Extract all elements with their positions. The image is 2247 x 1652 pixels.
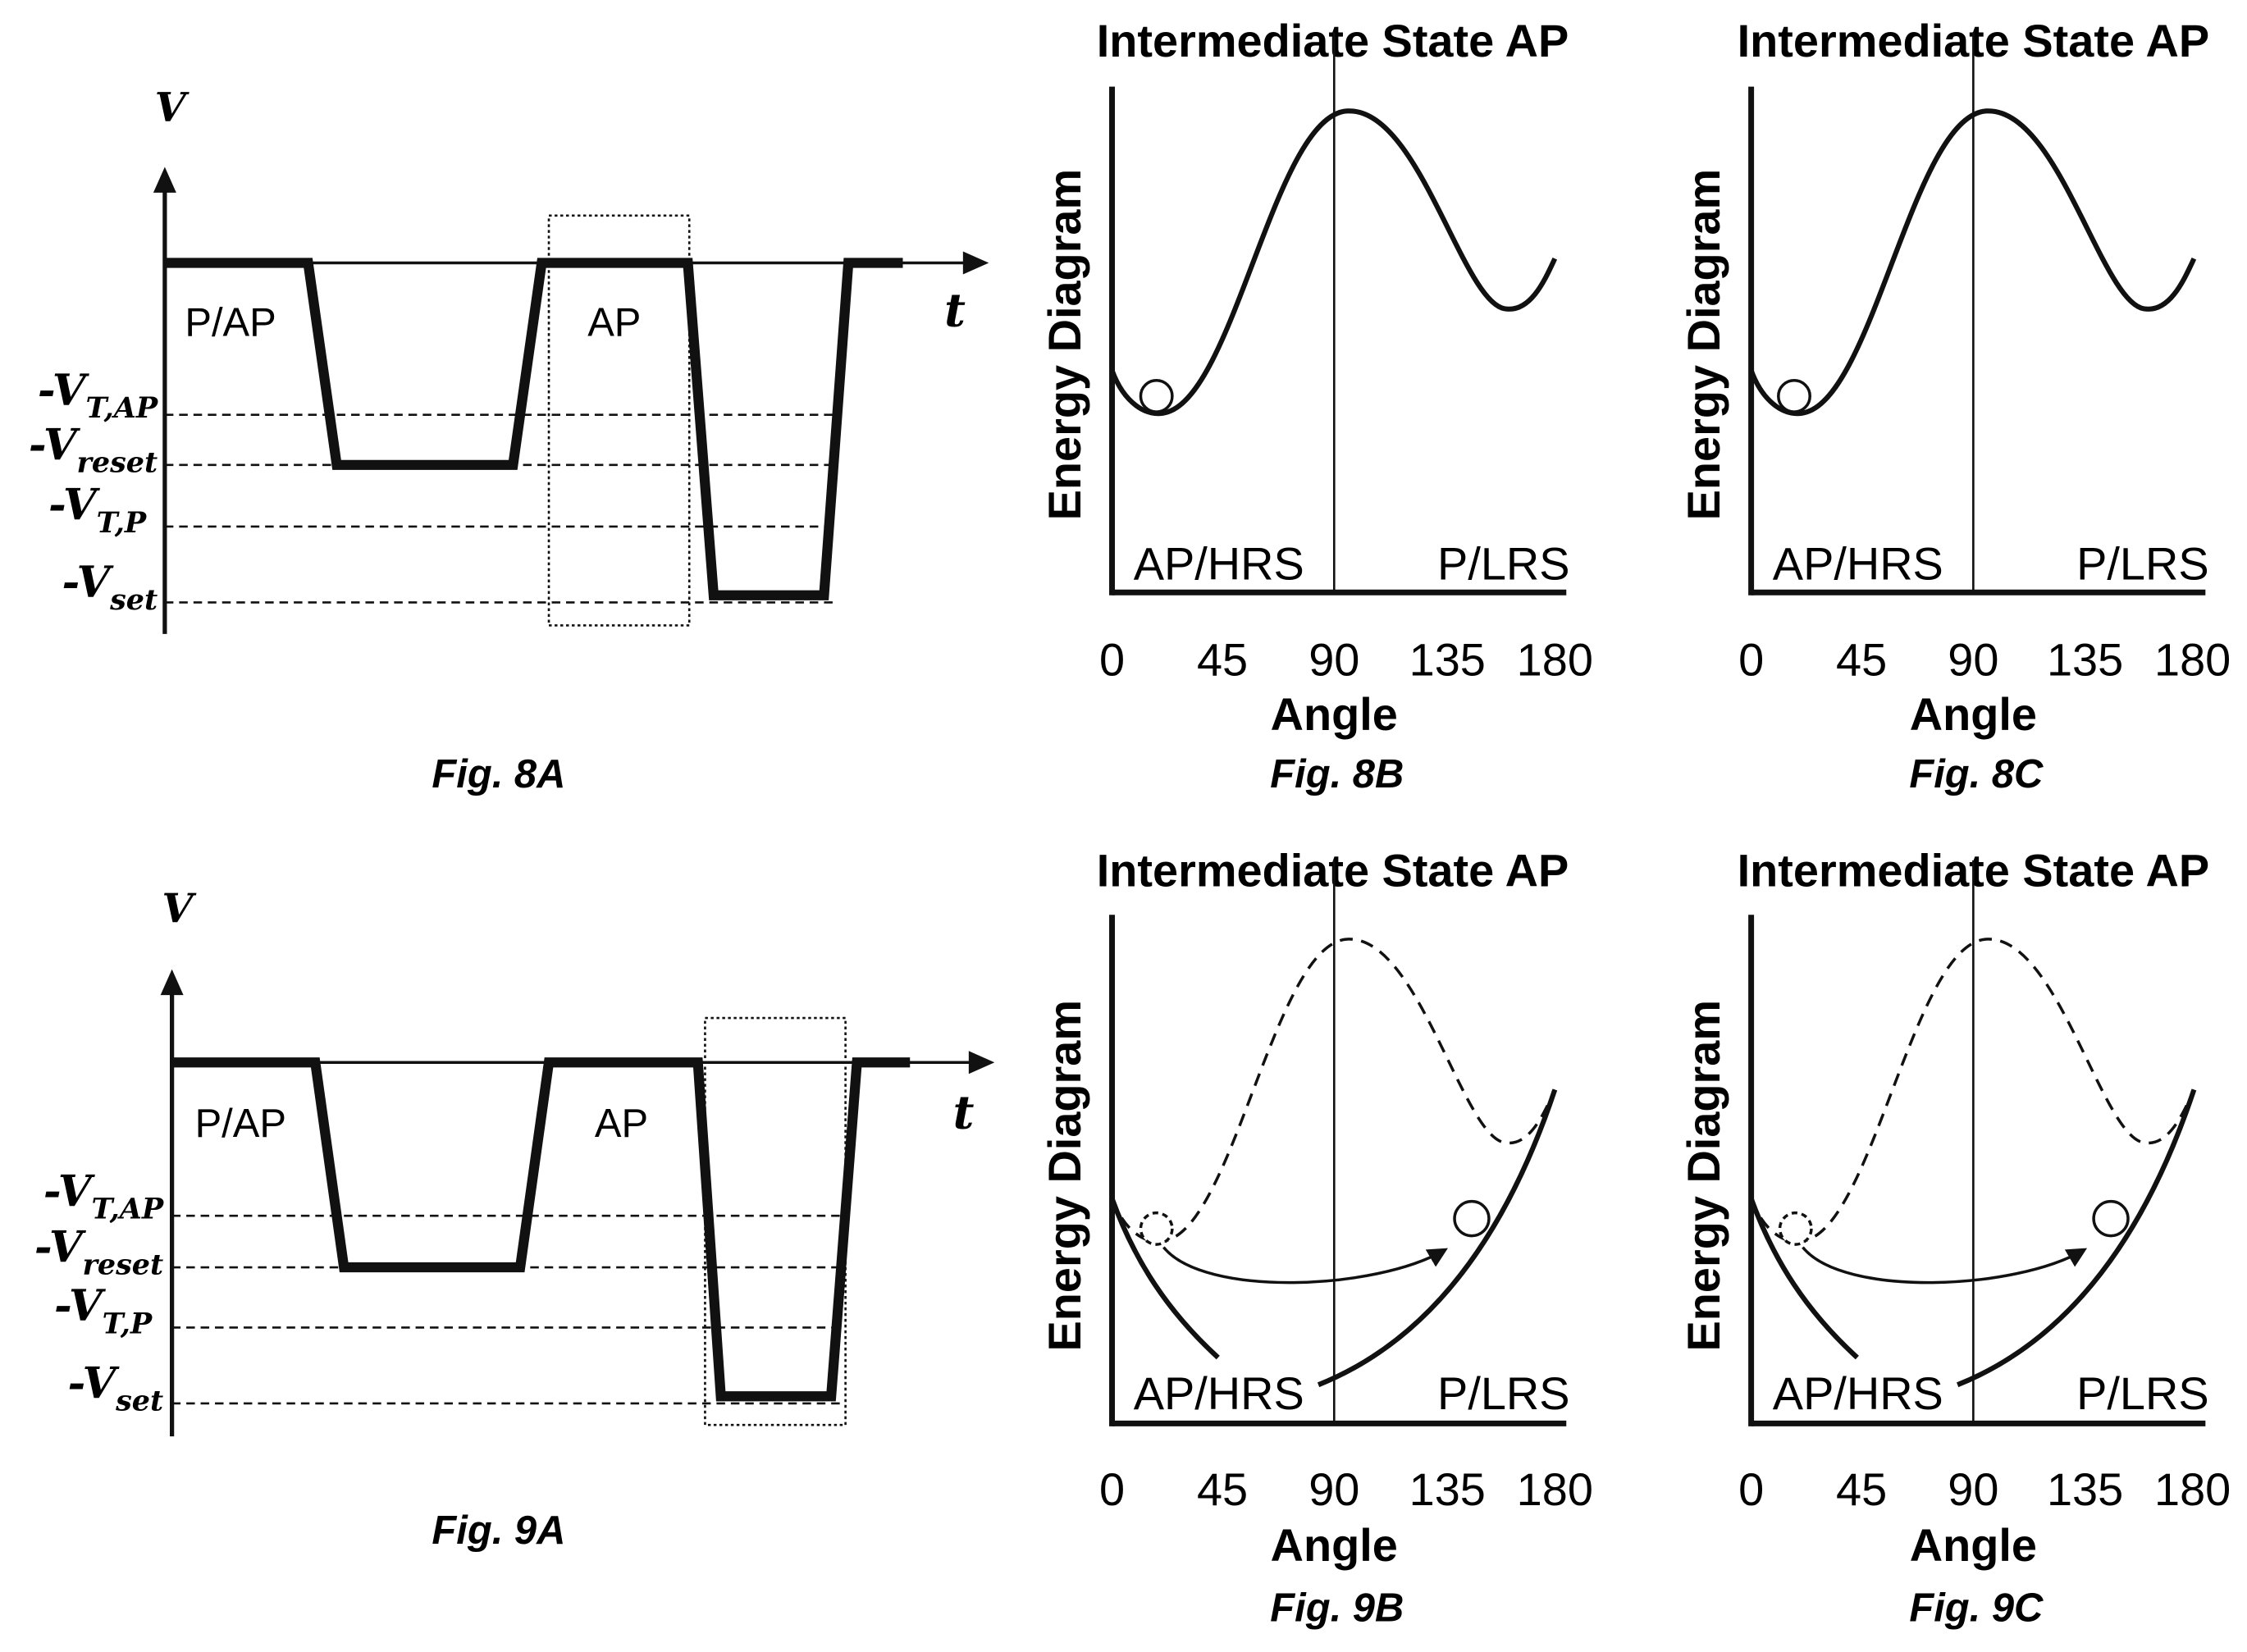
fig-9a-level-label-tap: -VT,AP: [43, 1166, 165, 1226]
fig-8c-right-state: P/LRS: [2076, 538, 2209, 590]
fig-9a-level-label-reset: -Vreset: [34, 1222, 163, 1282]
fig-9c-tick-180: 180: [2154, 1463, 2231, 1515]
fig-9b-tick-0: 0: [1099, 1463, 1125, 1515]
fig-8b-left-state: AP/HRS: [1134, 538, 1304, 590]
fig-9a-level-label-set: -Vset: [68, 1358, 164, 1418]
fig-9c-initial-state-marker: [1778, 1211, 1813, 1246]
fig-9b-left-state: AP/HRS: [1134, 1367, 1304, 1419]
fig-9c-tick-45: 45: [1836, 1463, 1887, 1515]
fig-9c-tick-0: 0: [1738, 1463, 1764, 1515]
fig-8b-tick-135: 135: [1409, 634, 1486, 686]
fig-9a-level-label-tp: -VT,P: [54, 1281, 153, 1341]
fig-9a-voltage-waveform: [171, 1057, 911, 1402]
fig-9b-title: Intermediate State AP: [1097, 844, 1569, 896]
fig-9b-tilted-energy-curve-left: [1109, 1198, 1220, 1360]
fig-9b-tick-45: 45: [1197, 1463, 1248, 1515]
fig-8a-caption: Fig. 8A: [432, 752, 565, 796]
fig-9c-left-state: AP/HRS: [1773, 1367, 1943, 1419]
fig-8b-xlabel: Angle: [1271, 688, 1398, 740]
fig-9b-tick-180: 180: [1517, 1463, 1593, 1515]
fig-9c-tick-90: 90: [1948, 1463, 1998, 1515]
fig-8a-t-axis-arrow: [962, 251, 989, 275]
fig-9a-v-axis-arrow: [160, 969, 184, 996]
fig-8c-tick-45: 45: [1836, 634, 1887, 686]
fig-8c-tick-135: 135: [2047, 634, 2123, 686]
fig-8c-tick-0: 0: [1738, 634, 1764, 686]
fig-9c-xlabel: Angle: [1910, 1519, 2037, 1571]
fig-8b-tick-0: 0: [1099, 634, 1125, 686]
fig-8b-tick-180: 180: [1517, 634, 1593, 686]
fig-9c-tick-135: 135: [2047, 1463, 2123, 1515]
fig-9a-caption: Fig. 9A: [432, 1508, 565, 1553]
fig-8c-left-state: AP/HRS: [1773, 538, 1943, 590]
fig-9b-switching-arrow: [1162, 1246, 1449, 1285]
fig-8c-panel: Intermediate State AP AP/HRS P/LRS Energ…: [1678, 15, 2231, 796]
fig-8a-voltage-waveform: [164, 258, 903, 600]
fig-8b-right-state: P/LRS: [1437, 538, 1570, 590]
fig-8a-level-label-reset: -Vreset: [29, 420, 158, 480]
fig-8b-caption: Fig. 8B: [1270, 752, 1404, 796]
fig-8c-ylabel: Energy Diagram: [1678, 169, 1729, 521]
fig-9b-right-state: P/LRS: [1437, 1367, 1570, 1419]
fig-8c-tick-90: 90: [1948, 634, 1998, 686]
fig-9b-ylabel: Energy Diagram: [1039, 1000, 1090, 1352]
fig-8c-energy-curve: [1748, 108, 2197, 417]
fig-9c-tilted-energy-curve-right: [1957, 1088, 2197, 1388]
fig-9a-region-label-left: P/AP: [195, 1102, 286, 1146]
fig-8b-tick-90: 90: [1308, 634, 1359, 686]
fig-8a-t-label: t: [944, 284, 966, 337]
fig-9a-t-axis-arrow: [968, 1051, 995, 1075]
fig-9b-tick-90: 90: [1308, 1463, 1359, 1515]
fig-9b-panel: Intermediate State AP AP/HRS P/LRS Energ…: [1039, 844, 1593, 1630]
fig-8c-state-marker: [1777, 378, 1811, 413]
fig-9a-panel: V t -VT,AP -Vreset -VT,P -Vset P/AP AP F…: [34, 884, 995, 1553]
fig-9c-right-state: P/LRS: [2076, 1367, 2209, 1419]
fig-8c-tick-180: 180: [2154, 634, 2231, 686]
fig-9b-tilted-energy-curve-right: [1317, 1088, 1558, 1388]
fig-8a-panel: V t -VT,AP -Vreset -VT,P -Vset P/AP AP F…: [29, 84, 989, 796]
fig-8b-title: Intermediate State AP: [1097, 15, 1569, 66]
fig-9a-highlight-box: [704, 1016, 847, 1426]
fig-8a-v-axis-arrow: [153, 167, 176, 193]
fig-8a-level-label-set: -Vset: [62, 558, 158, 618]
fig-9a-v-label: V: [162, 884, 197, 932]
fig-9c-final-state-marker: [2092, 1199, 2130, 1238]
fig-9c-ylabel: Energy Diagram: [1678, 1000, 1729, 1352]
fig-8b-state-marker: [1139, 378, 1174, 413]
fig-9c-panel: Intermediate State AP AP/HRS P/LRS Energ…: [1678, 844, 2231, 1630]
fig-8a-region-label-right: AP: [587, 301, 641, 345]
fig-8b-tick-45: 45: [1197, 634, 1248, 686]
fig-8a-level-label-tap: -VT,AP: [38, 365, 159, 425]
fig-8a-v-label: V: [155, 84, 190, 131]
fig-9c-switching-arrow: [1802, 1246, 2088, 1285]
fig-9b-tick-135: 135: [1409, 1463, 1486, 1515]
fig-8b-energy-curve: [1109, 108, 1558, 417]
fig-8a-highlight-box: [547, 214, 691, 627]
fig-9b-final-state-marker: [1453, 1199, 1491, 1238]
fig-9a-region-label-right: AP: [595, 1102, 648, 1146]
fig-8a-level-label-tp: -VT,P: [48, 480, 148, 540]
fig-8b-panel: Intermediate State AP AP/HRS P/LRS Energ…: [1039, 15, 1593, 796]
fig-9c-tilted-energy-curve-left: [1748, 1198, 1859, 1360]
fig-9b-caption: Fig. 9B: [1270, 1586, 1404, 1630]
fig-8c-xlabel: Angle: [1910, 688, 2037, 740]
fig-9b-initial-state-marker: [1139, 1211, 1174, 1246]
fig-8a-region-label-left: P/AP: [185, 301, 276, 345]
fig-8c-caption: Fig. 8C: [1909, 752, 2044, 796]
fig-8b-ylabel: Energy Diagram: [1039, 169, 1090, 521]
fig-9b-xlabel: Angle: [1271, 1519, 1398, 1571]
fig-9c-caption: Fig. 9C: [1909, 1586, 2044, 1630]
fig-9a-t-label: t: [953, 1087, 975, 1140]
